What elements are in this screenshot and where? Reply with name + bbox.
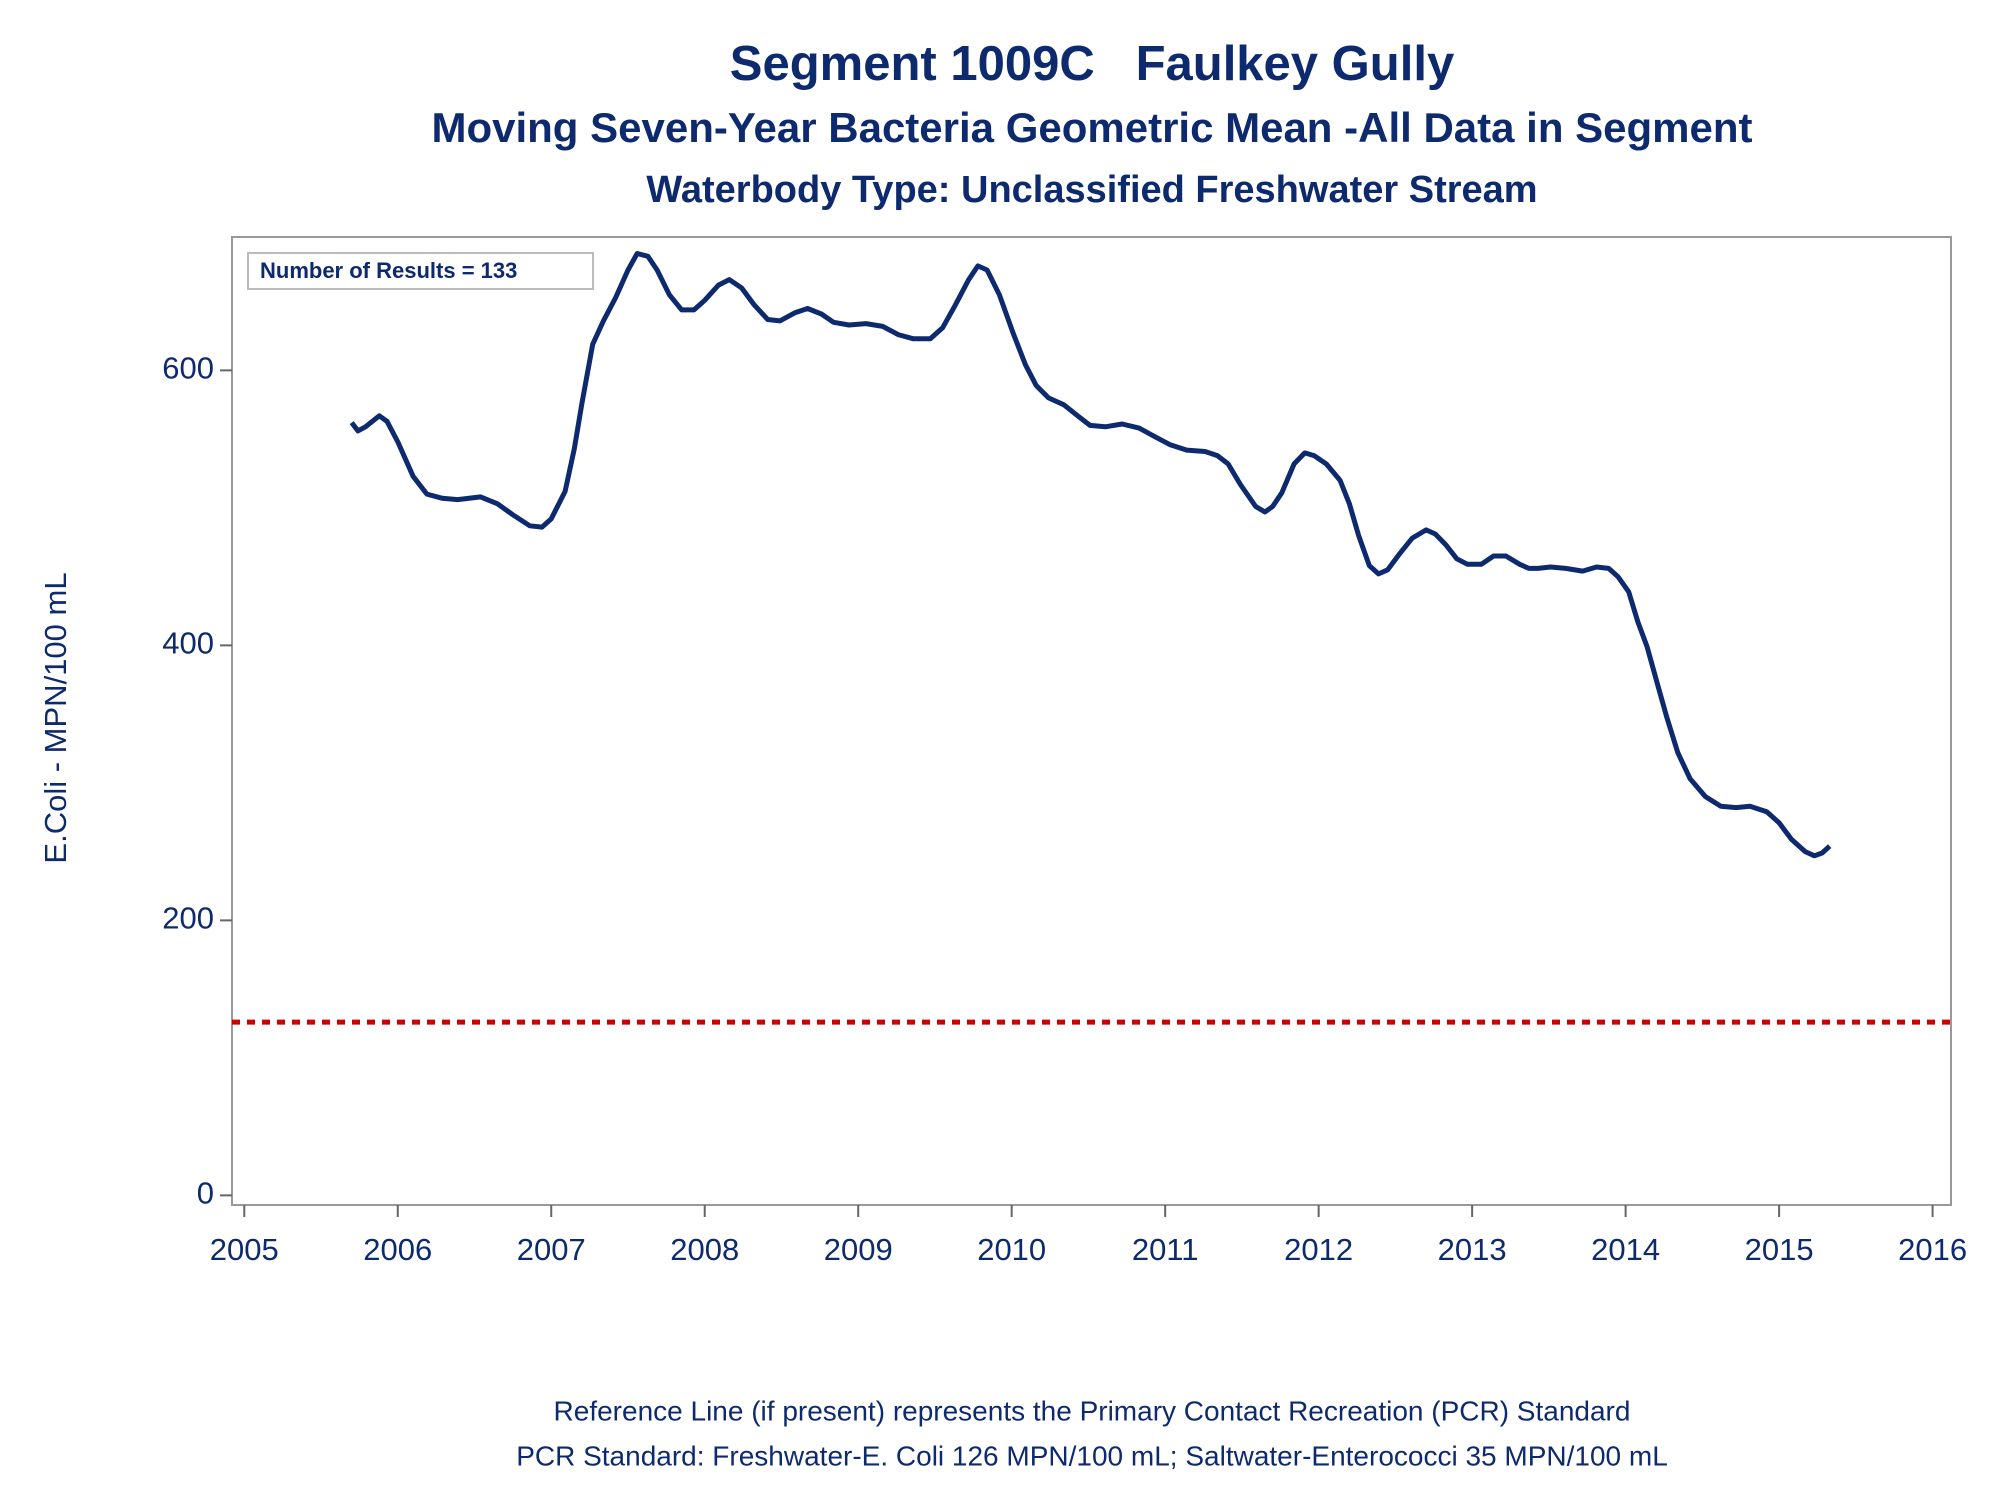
x-tick-label: 2005 [210, 1232, 279, 1267]
annotation-box [247, 252, 594, 290]
chart-title: Segment 1009C Faulkey Gully [730, 37, 1454, 91]
x-tick-label: 2013 [1438, 1232, 1507, 1267]
y-axis-label: E.Coli - MPN/100 mL [38, 572, 73, 863]
x-tick-label: 2014 [1591, 1232, 1660, 1267]
y-tick-label: 600 [162, 351, 214, 386]
footnote: PCR Standard: Freshwater-E. Coli 126 MPN… [516, 1440, 1668, 1471]
annotation: Number of Results = 133 [260, 258, 517, 283]
data-line [349, 251, 1832, 859]
chart-subtitle: Moving Seven-Year Bacteria Geometric Mea… [431, 104, 1752, 151]
x-tick-label: 2007 [517, 1232, 586, 1267]
x-tick-label: 2015 [1745, 1232, 1814, 1267]
chart-subtitle: Waterbody Type: Unclassified Freshwater … [646, 169, 1537, 211]
x-tick-label: 2008 [670, 1232, 739, 1267]
x-tick-label: 2012 [1284, 1232, 1353, 1267]
x-tick-label: 2016 [1898, 1232, 1967, 1267]
x-tick-label: 2006 [363, 1232, 432, 1267]
x-tick-label: 2009 [824, 1232, 893, 1267]
plot-frame [231, 236, 1952, 1206]
footnote: Reference Line (if present) represents t… [554, 1395, 1631, 1426]
y-tick-label: 400 [162, 626, 214, 661]
y-tick-label: 200 [162, 901, 214, 936]
x-tick-label: 2011 [1132, 1232, 1199, 1267]
x-tick-label: 2010 [977, 1232, 1046, 1267]
y-tick-label: 0 [197, 1176, 214, 1211]
